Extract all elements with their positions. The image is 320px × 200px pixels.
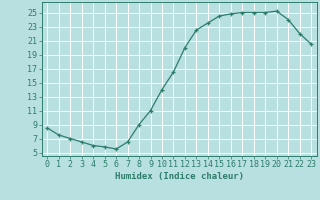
X-axis label: Humidex (Indice chaleur): Humidex (Indice chaleur) — [115, 172, 244, 181]
